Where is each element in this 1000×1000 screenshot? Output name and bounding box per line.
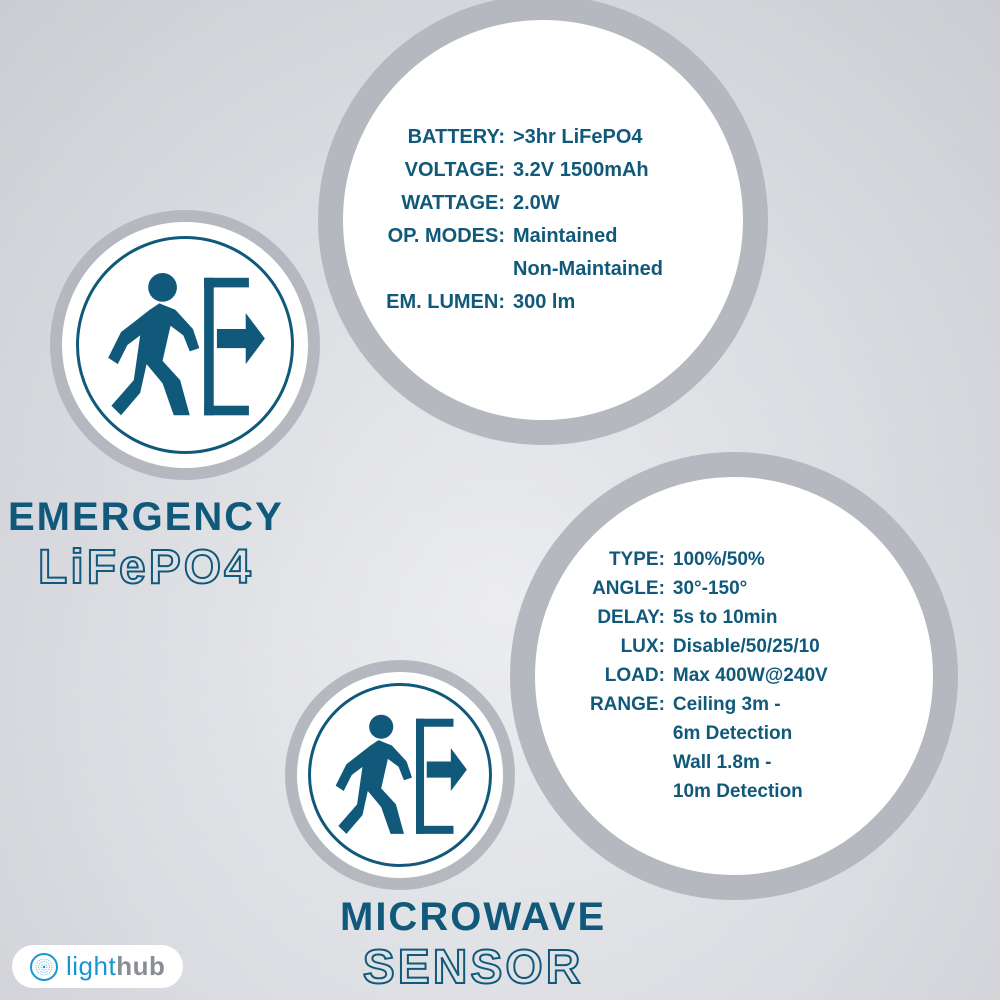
spec-row: OP. MODES:Maintained (363, 225, 723, 248)
spec-value: Wall 1.8m - (673, 752, 913, 774)
spec-row: 6m Detection (555, 723, 913, 745)
spec-value: 2.0W (513, 192, 723, 215)
emergency-spec-list: BATTERY:>3hr LiFePO4VOLTAGE:3.2V 1500mAh… (363, 126, 723, 314)
spec-row: Non-Maintained (363, 258, 723, 281)
microwave-spec-circle: TYPE:100%/50%ANGLE:30°-150°DELAY:5s to 1… (510, 452, 958, 900)
headline-line1: EMERGENCY (8, 495, 284, 540)
spec-value: 6m Detection (673, 723, 913, 745)
spec-value: >3hr LiFePO4 (513, 126, 723, 149)
emergency-icon-circle (50, 210, 320, 480)
spec-row: LUX:Disable/50/25/10 (555, 636, 913, 658)
spec-row: VOLTAGE:3.2V 1500mAh (363, 159, 723, 182)
spec-row: TYPE:100%/50% (555, 549, 913, 571)
spec-label: VOLTAGE: (363, 159, 513, 182)
spec-value: 100%/50% (673, 549, 913, 571)
emergency-spec-circle: BATTERY:>3hr LiFePO4VOLTAGE:3.2V 1500mAh… (318, 0, 768, 445)
spec-value: Disable/50/25/10 (673, 636, 913, 658)
emergency-headline: EMERGENCY LiFePO4 (8, 495, 284, 595)
spec-row: Wall 1.8m - (555, 752, 913, 774)
microwave-icon-circle (285, 660, 515, 890)
logo-icon (30, 953, 58, 981)
lighthub-logo: lighthub (12, 945, 183, 988)
microwave-spec-list: TYPE:100%/50%ANGLE:30°-150°DELAY:5s to 1… (555, 549, 913, 803)
spec-label: BATTERY: (363, 126, 513, 149)
spec-row: LOAD:Max 400W@240V (555, 665, 913, 687)
spec-label: DELAY: (555, 607, 673, 629)
spec-row: ANGLE:30°-150° (555, 578, 913, 600)
headline-line1: MICROWAVE (340, 895, 606, 940)
spec-value: Max 400W@240V (673, 665, 913, 687)
spec-label: LUX: (555, 636, 673, 658)
spec-value: Ceiling 3m - (673, 694, 913, 716)
spec-value: 5s to 10min (673, 607, 913, 629)
logo-part1: light (66, 951, 116, 981)
spec-value: 30°-150° (673, 578, 913, 600)
inner-ring (308, 683, 492, 867)
headline-line2: LiFePO4 (8, 540, 284, 595)
spec-value: 300 lm (513, 291, 723, 314)
headline-line2: SENSOR (340, 940, 606, 995)
spec-value: Maintained (513, 225, 723, 248)
spec-row: RANGE:Ceiling 3m - (555, 694, 913, 716)
logo-text: lighthub (66, 951, 165, 982)
spec-value: 10m Detection (673, 781, 913, 803)
spec-row: 10m Detection (555, 781, 913, 803)
spec-value: Non-Maintained (513, 258, 723, 281)
spec-label: TYPE: (555, 549, 673, 571)
spec-label: EM. LUMEN: (363, 291, 513, 314)
spec-value: 3.2V 1500mAh (513, 159, 723, 182)
spec-row: DELAY:5s to 10min (555, 607, 913, 629)
spec-label: RANGE: (555, 694, 673, 716)
inner-ring (76, 236, 294, 454)
spec-row: EM. LUMEN:300 lm (363, 291, 723, 314)
spec-row: WATTAGE:2.0W (363, 192, 723, 215)
spec-label: WATTAGE: (363, 192, 513, 215)
logo-part2: hub (116, 951, 165, 981)
spec-label: ANGLE: (555, 578, 673, 600)
spec-row: BATTERY:>3hr LiFePO4 (363, 126, 723, 149)
spec-label: OP. MODES: (363, 225, 513, 248)
microwave-headline: MICROWAVE SENSOR (340, 895, 606, 995)
spec-label: LOAD: (555, 665, 673, 687)
